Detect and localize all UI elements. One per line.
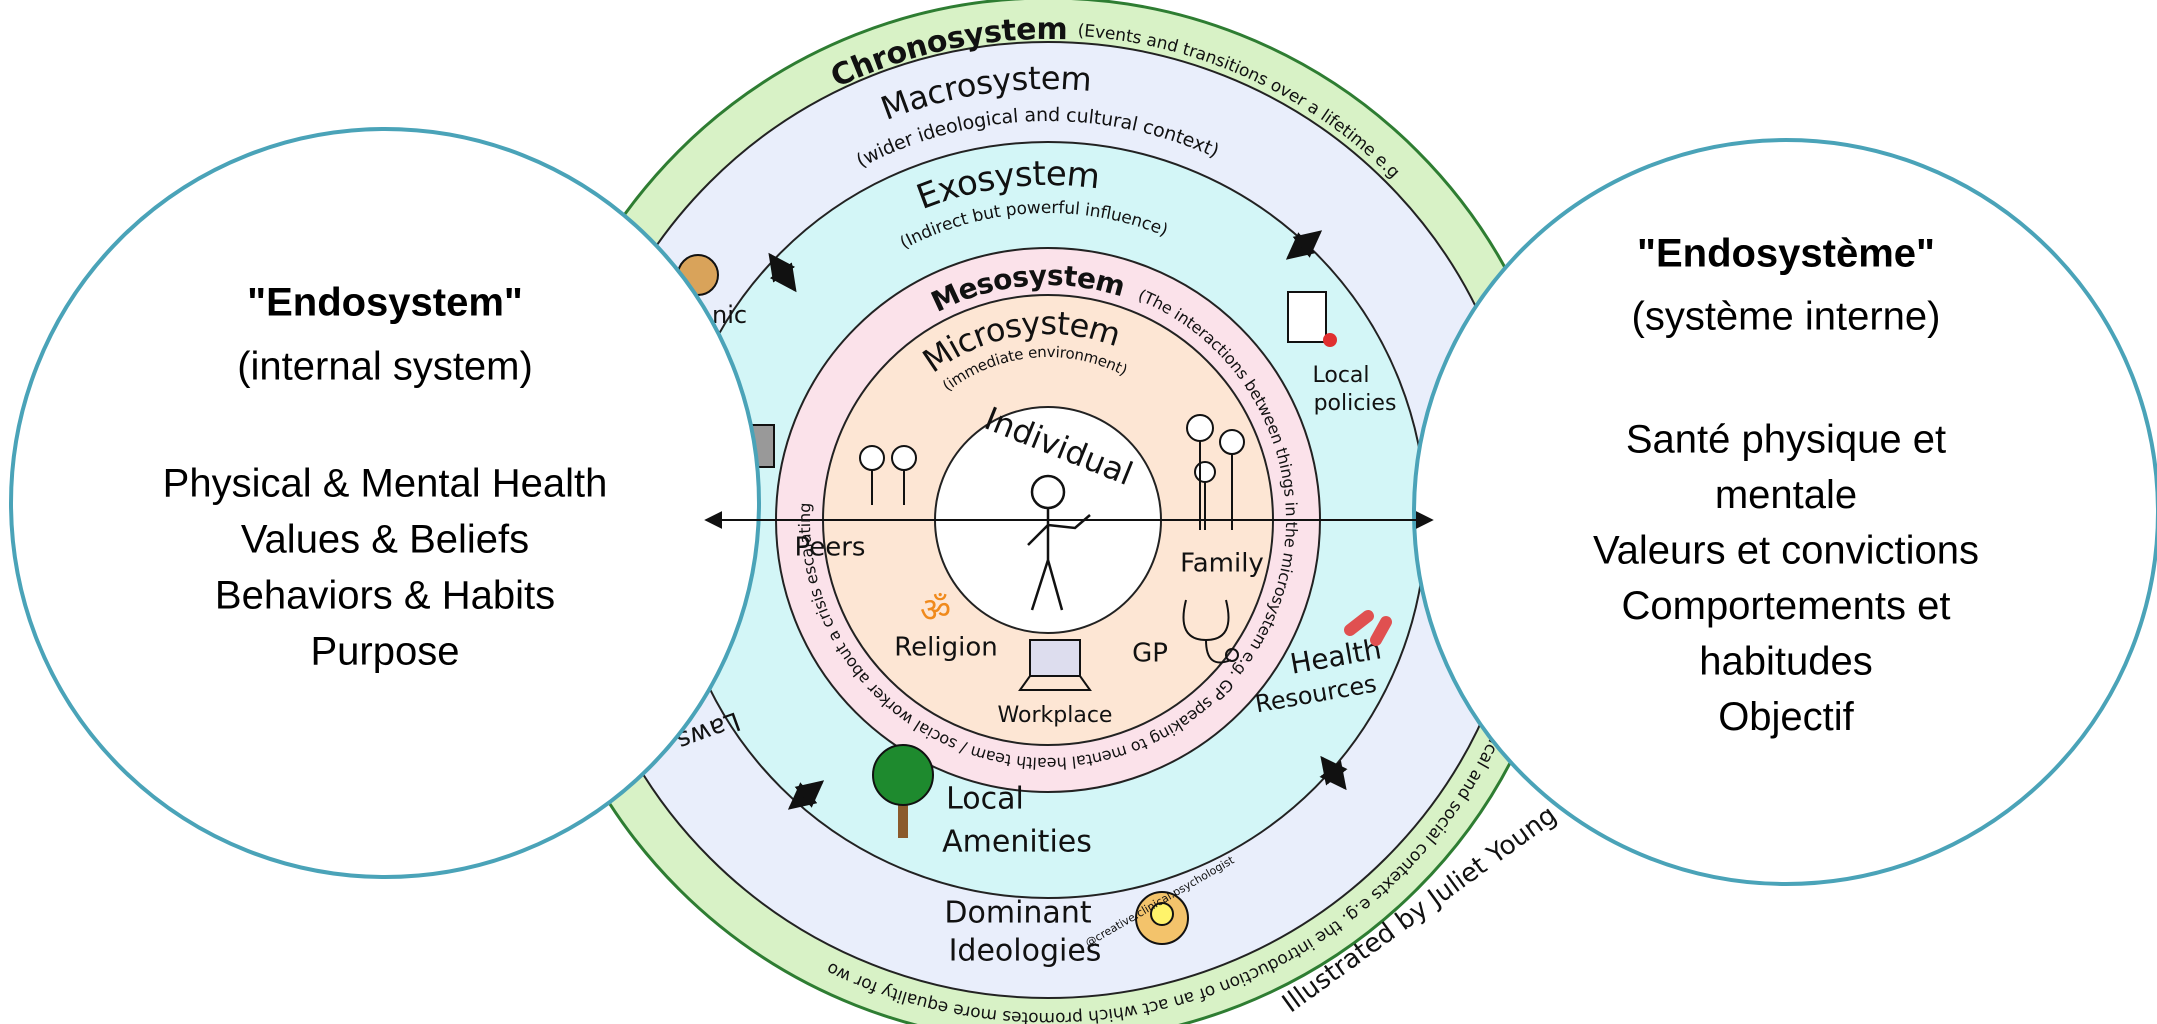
panel-item: Comportements et: [1621, 584, 1950, 628]
panel-item: Objectif: [1718, 695, 1854, 739]
panel-subtitle: (internal system): [237, 345, 533, 389]
page: Chronosystem(Events and transitions over…: [0, 0, 2157, 1024]
panel-item: habitudes: [1699, 640, 1872, 684]
local-policies-label-2: policies: [1314, 391, 1397, 416]
panel-title: "Endosystème": [1637, 232, 1935, 276]
dominant-label: Dominant: [944, 896, 1091, 931]
local-amenities-label: Local: [946, 782, 1024, 817]
panel-item: Purpose: [311, 630, 460, 674]
ideologies-label: Ideologies: [949, 934, 1102, 969]
local-amenities-label-2: Amenities: [942, 825, 1092, 860]
local-policies-label: Local: [1312, 363, 1369, 388]
family-label: Family: [1180, 549, 1264, 579]
gp-label: GP: [1132, 639, 1168, 669]
peers-label: Peers: [795, 533, 866, 563]
panel-item: Values & Beliefs: [241, 518, 529, 562]
panel-item: Physical & Mental Health: [163, 462, 608, 506]
panel-item: mentale: [1715, 473, 1857, 517]
panel-subtitle: (système interne): [1632, 295, 1941, 339]
panel-item: Valeurs et convictions: [1593, 529, 1979, 573]
panel-title: "Endosystem": [247, 281, 523, 325]
workplace-label: Workplace: [998, 703, 1113, 728]
partial-label: nic: [712, 301, 747, 329]
religion-label: Religion: [894, 633, 997, 663]
panel-item: Santé physique et: [1626, 418, 1946, 462]
om-icon: ॐ: [920, 591, 951, 631]
panel-item: Behaviors & Habits: [215, 574, 555, 618]
diagram: Chronosystem(Events and transitions over…: [0, 0, 2157, 1024]
